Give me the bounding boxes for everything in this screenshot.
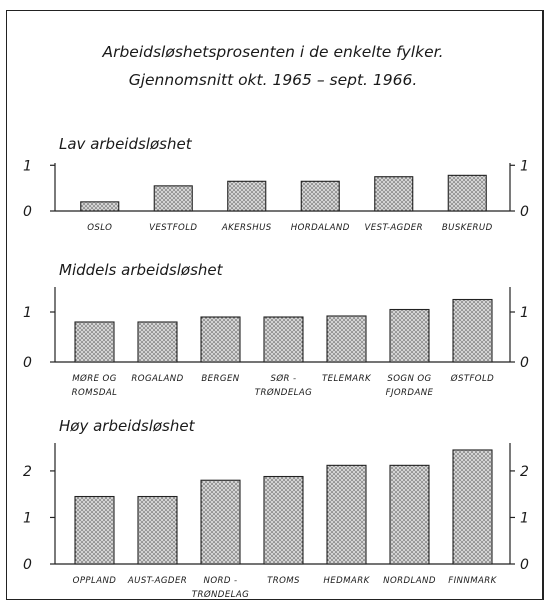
bar [326, 315, 367, 363]
bar [263, 316, 304, 363]
category-label: HORDALAND [291, 223, 350, 233]
panel-title: Middels arbeidsløshet [59, 261, 224, 279]
category-label: OPPLAND [73, 576, 117, 586]
chart-title-line1: Arbeidsløshetsprosenten i de enkelte fyl… [101, 43, 443, 61]
category-label: TROMS [267, 576, 300, 586]
chart-title-line2: Gjennomsnitt okt. 1965 – sept. 1966. [129, 71, 418, 89]
category-label: TRØNDELAG [255, 387, 312, 398]
figure-frame: Arbeidsløshetsprosenten i de enkelte fyl… [6, 10, 544, 600]
y-tick-label-left: 0 [23, 557, 32, 573]
category-label: NORD - [203, 576, 237, 586]
y-tick-label-left: 1 [23, 305, 32, 321]
bar [300, 180, 340, 212]
y-tick-label-right: 1 [520, 305, 529, 321]
y-tick-label-right: 1 [520, 158, 529, 174]
category-label: TELEMARK [322, 374, 372, 384]
category-label: AUST-AGDER [127, 576, 187, 586]
bar [374, 176, 414, 212]
category-label: NORDLAND [383, 576, 436, 586]
category-label: FINNMARK [448, 576, 497, 586]
y-tick-label-right: 0 [520, 557, 529, 573]
bar [389, 308, 430, 363]
y-tick-label-left: 0 [23, 204, 32, 220]
category-label: MØRE OG [72, 373, 117, 384]
y-tick-label-right: 0 [520, 355, 529, 371]
bar [452, 298, 493, 363]
bar [137, 321, 178, 363]
y-tick-label-left: 1 [23, 158, 32, 174]
bar [137, 495, 178, 565]
bar [153, 185, 193, 212]
category-label: FJORDANE [386, 388, 434, 398]
category-label: ROGALAND [131, 374, 183, 384]
y-tick-label-right: 2 [520, 464, 529, 480]
category-label: BUSKERUD [442, 223, 493, 233]
panel-title: Lav arbeidsløshet [59, 135, 193, 153]
category-label: AKERSHUS [221, 223, 272, 233]
y-tick-label-left: 2 [23, 464, 32, 480]
bar [263, 475, 304, 565]
y-tick-label-left: 0 [23, 355, 32, 371]
bar [80, 201, 120, 212]
chart-canvas: Arbeidsløshetsprosenten i de enkelte fyl… [23, 43, 529, 600]
y-tick-label-right: 1 [520, 510, 529, 526]
y-tick-label-left: 1 [23, 510, 32, 526]
panel-title: Høy arbeidsløshet [59, 417, 196, 435]
category-label: BERGEN [201, 374, 239, 384]
bar [200, 479, 241, 565]
bar [200, 316, 241, 363]
category-label: VESTFOLD [149, 223, 197, 233]
bar [447, 174, 487, 212]
bar [227, 180, 267, 212]
category-label: SOGN OG [387, 374, 431, 384]
bar [74, 495, 115, 565]
category-label: TRØNDELAG [192, 589, 249, 600]
bar [389, 464, 430, 565]
category-label: HEDMARK [323, 576, 370, 586]
bar [452, 449, 493, 565]
category-label: VEST-AGDER [365, 223, 423, 233]
category-label: ØSTFOLD [450, 373, 494, 384]
category-label: SØR - [270, 373, 296, 384]
category-label: ROMSDAL [72, 388, 118, 398]
y-tick-label-right: 0 [520, 204, 529, 220]
bar [74, 321, 115, 363]
bar [326, 464, 367, 565]
category-label: OSLO [87, 223, 112, 233]
